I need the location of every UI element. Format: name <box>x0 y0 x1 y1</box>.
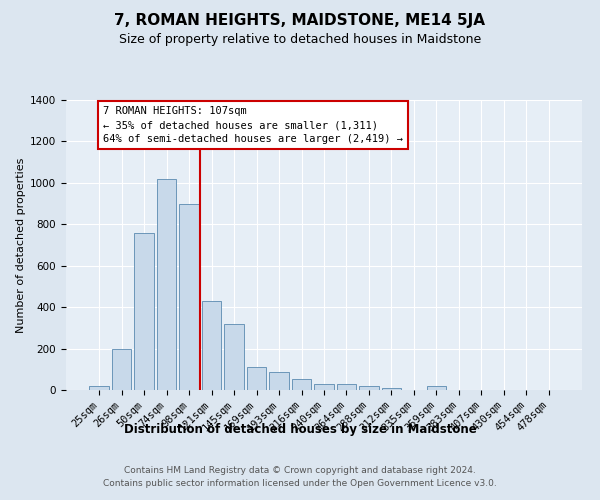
Bar <box>292 378 311 390</box>
Text: Distribution of detached houses by size in Maidstone: Distribution of detached houses by size … <box>124 422 476 436</box>
Bar <box>382 388 401 390</box>
Bar <box>314 384 334 390</box>
Bar <box>269 372 289 390</box>
Bar <box>337 384 356 390</box>
Bar <box>89 386 109 390</box>
Bar <box>179 204 199 390</box>
Bar <box>134 232 154 390</box>
Bar <box>202 301 221 390</box>
Bar <box>247 367 266 390</box>
Text: Contains HM Land Registry data © Crown copyright and database right 2024.
Contai: Contains HM Land Registry data © Crown c… <box>103 466 497 487</box>
Bar <box>112 348 131 390</box>
Bar <box>224 324 244 390</box>
Bar <box>359 386 379 390</box>
Bar <box>157 178 176 390</box>
Bar <box>427 386 446 390</box>
Text: 7 ROMAN HEIGHTS: 107sqm
← 35% of detached houses are smaller (1,311)
64% of semi: 7 ROMAN HEIGHTS: 107sqm ← 35% of detache… <box>103 106 403 144</box>
Y-axis label: Number of detached properties: Number of detached properties <box>16 158 26 332</box>
Text: 7, ROMAN HEIGHTS, MAIDSTONE, ME14 5JA: 7, ROMAN HEIGHTS, MAIDSTONE, ME14 5JA <box>115 12 485 28</box>
Text: Size of property relative to detached houses in Maidstone: Size of property relative to detached ho… <box>119 32 481 46</box>
